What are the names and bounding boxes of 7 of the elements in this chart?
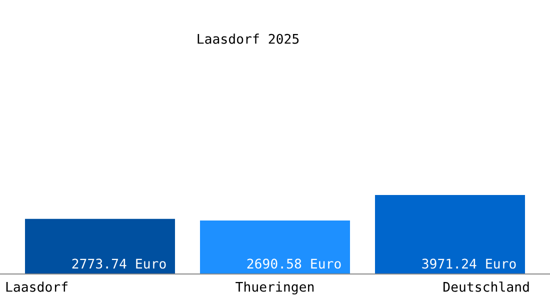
data-label: 3971.24 Euro: [422, 258, 516, 269]
data-label: 2690.58 Euro: [247, 258, 341, 269]
x-tick-label: Laasdorf: [6, 282, 68, 292]
x-tick-label: Deutschland: [444, 282, 529, 292]
x-tick-label: Thueringen: [236, 282, 314, 294]
data-label: 2773.74 Euro: [72, 258, 166, 269]
chart-title: Laasdorf 2025: [198, 34, 299, 44]
